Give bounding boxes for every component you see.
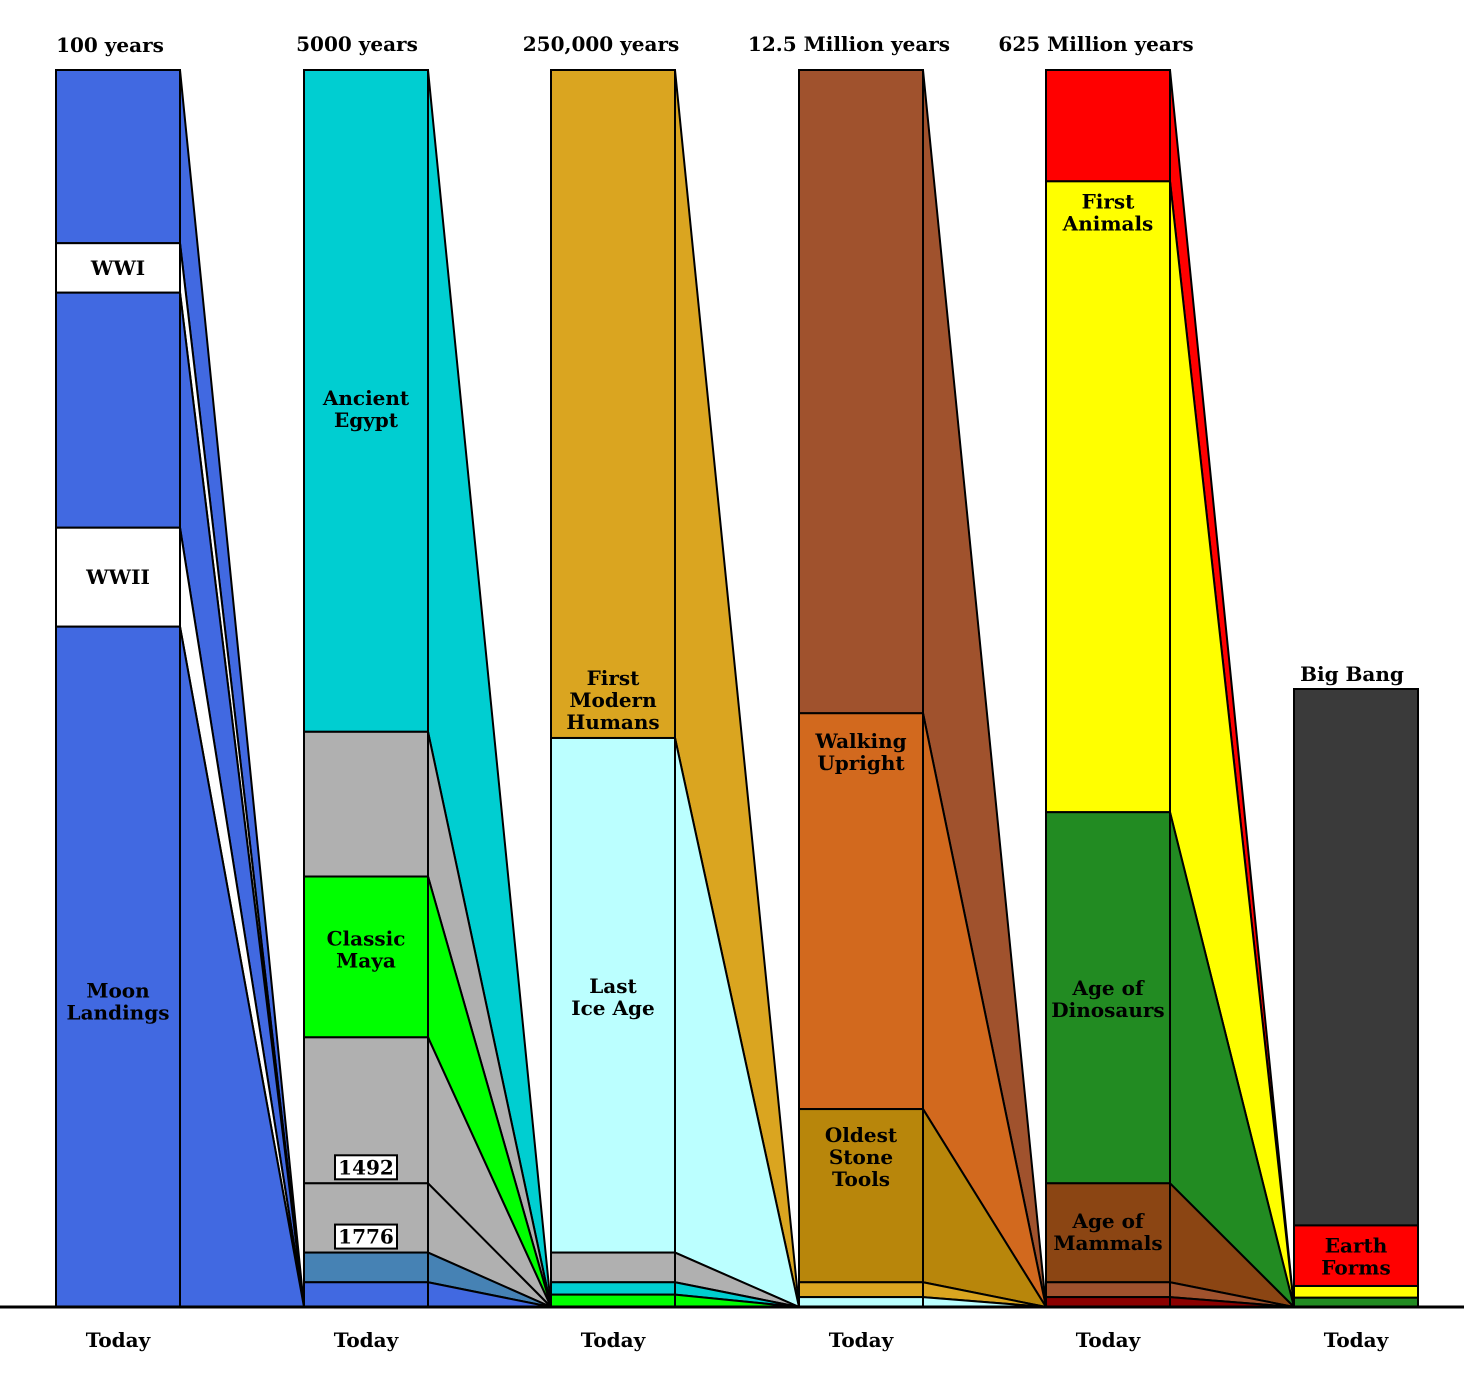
segment-5-1 — [1293, 1224, 1419, 1287]
column-title-5000-years: 5000 years — [296, 32, 418, 56]
segment-0-4 — [55, 625, 181, 1308]
segment-label-wwi: WWI — [90, 256, 145, 280]
segment-3-0 — [798, 69, 924, 715]
segment-label-classic-maya: Classic — [327, 927, 406, 951]
segment-label-age-of-mammals: Mammals — [1053, 1231, 1162, 1255]
column-bottom-label: Today — [1324, 1328, 1390, 1352]
column-title-250-000-years: 250,000 years — [523, 32, 680, 56]
segment-label-age-of-dinosaurs: Dinosaurs — [1051, 998, 1164, 1022]
marker-box-1492 — [334, 1154, 398, 1181]
segment-0-0 — [55, 69, 181, 245]
zoom-wedges — [179, 69, 1295, 1308]
segment-3-1 — [798, 712, 924, 1111]
column-bottom-label: Today — [86, 1328, 152, 1352]
segment-label-walking-upright: Walking — [814, 729, 906, 753]
segment-label-earth-forms: Earth — [1325, 1234, 1388, 1258]
segment-1-0 — [303, 69, 429, 733]
segment-label-oldest-stone-tools: Stone — [829, 1145, 893, 1169]
segment-5-2 — [1293, 1284, 1419, 1299]
segment-2-3 — [550, 1281, 676, 1296]
column-title-100-years: 100 years — [56, 33, 164, 57]
segment-1-6 — [303, 1281, 429, 1309]
segment-3-2 — [798, 1108, 924, 1284]
column-title-12-5-million-years: 12.5 Million years — [748, 32, 950, 56]
segment-label-moon-landings: Landings — [67, 1001, 170, 1025]
segment-4-4 — [1045, 1281, 1171, 1299]
segment-2-2 — [550, 1251, 676, 1284]
segment-1-2 — [303, 875, 429, 1039]
segment-2-0 — [550, 69, 676, 739]
column-title-big-bang: Big Bang — [1300, 662, 1404, 686]
segment-label-first-modern-humans: First — [587, 666, 641, 690]
segment-1-1 — [303, 730, 429, 878]
segment-label-age-of-mammals: Age of — [1071, 1209, 1145, 1233]
segment-label-walking-upright: Upright — [817, 751, 905, 775]
segment-label-ancient-egypt: Ancient — [322, 386, 410, 410]
segment-label-ancient-egypt: Egypt — [334, 408, 399, 432]
segment-label-classic-maya: Maya — [336, 949, 396, 973]
segment-label-last-ice-age: Last — [589, 974, 637, 998]
column-bottom-label: Today — [829, 1328, 895, 1352]
segment-label-first-animals: Animals — [1062, 211, 1154, 235]
segment-label-moon-landings: Moon — [86, 979, 150, 1003]
marker-1492: 1492 — [338, 1155, 394, 1179]
segment-label-age-of-dinosaurs: Age of — [1071, 976, 1145, 1000]
segment-3-3 — [798, 1281, 924, 1299]
marker-1776: 1776 — [338, 1225, 394, 1249]
column-title-625-million-years: 625 Million years — [998, 32, 1193, 56]
segment-4-2 — [1045, 811, 1171, 1185]
segment-1-5 — [303, 1251, 429, 1284]
marker-box-1776 — [334, 1223, 398, 1250]
segment-label-first-animals: First — [1082, 189, 1136, 213]
segment-label-first-modern-humans: Humans — [566, 710, 659, 734]
column-bottom-label: Today — [1076, 1328, 1142, 1352]
column-bottom-label: Today — [334, 1328, 400, 1352]
segment-label-wwii: WWII — [85, 565, 150, 589]
segment-0-1 — [55, 242, 181, 294]
segment-4-1 — [1045, 180, 1171, 814]
segment-5-0 — [1293, 688, 1419, 1227]
segment-2-4 — [550, 1293, 676, 1309]
segment-0-2 — [55, 291, 181, 529]
segment-0-3 — [55, 526, 181, 628]
segment-label-oldest-stone-tools: Oldest — [825, 1123, 898, 1147]
segment-label-earth-forms: Forms — [1321, 1256, 1390, 1280]
segment-4-0 — [1045, 69, 1171, 183]
column-bottom-label: Today — [581, 1328, 647, 1352]
segment-2-1 — [550, 736, 676, 1254]
time-bars — [55, 69, 1419, 1309]
segment-label-first-modern-humans: Modern — [569, 688, 657, 712]
segment-label-oldest-stone-tools: Tools — [832, 1167, 890, 1191]
segment-label-last-ice-age: Ice Age — [571, 996, 654, 1020]
